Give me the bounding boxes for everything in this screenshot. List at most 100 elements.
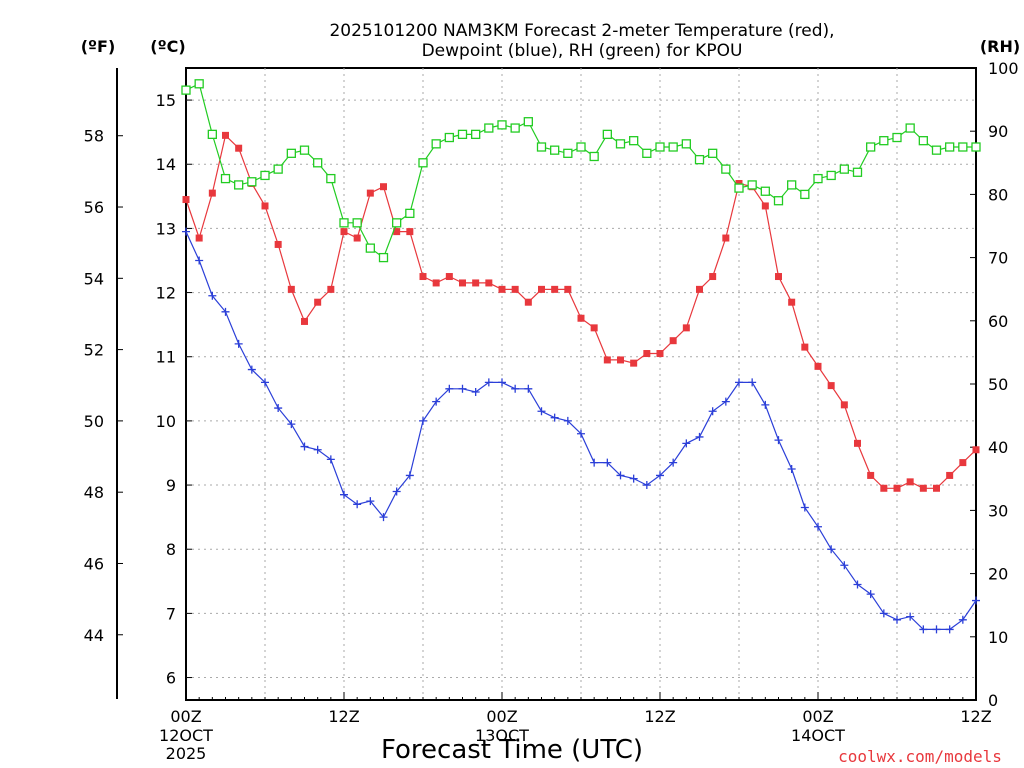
2-meter-temperature-point — [919, 484, 927, 492]
2-meter-temperature-point — [393, 228, 401, 236]
rh-point — [800, 189, 810, 200]
rh-tick-label: 30 — [988, 501, 1008, 520]
x-tick-label: 12Z — [960, 707, 991, 726]
dewpoint-point — [550, 413, 559, 422]
dewpoint-point — [313, 445, 322, 454]
dewpoint-point — [919, 625, 928, 634]
celsius-tick-label: 14 — [156, 155, 176, 174]
rh-point — [194, 79, 204, 89]
rh-point — [365, 243, 375, 253]
rh-point — [681, 139, 691, 149]
rh-point — [629, 136, 639, 146]
2-meter-temperature-point — [235, 144, 243, 152]
chart-title-line1: 2025101200 NAM3KM Forecast 2-meter Tempe… — [329, 21, 834, 41]
dewpoint-point — [392, 487, 401, 496]
dewpoint-point — [484, 378, 493, 387]
dewpoint-point — [563, 416, 572, 425]
dewpoint-point — [774, 436, 783, 445]
x-tick-label: 00Z — [802, 707, 833, 726]
2-meter-temperature-point — [972, 446, 980, 454]
rh-point — [839, 164, 849, 174]
dewpoint-point — [208, 291, 217, 300]
rh-point — [918, 136, 928, 146]
celsius-tick-label: 15 — [156, 91, 176, 110]
2-meter-temperature-point — [538, 285, 545, 293]
rh-point — [497, 120, 507, 130]
2-meter-temperature-point — [946, 471, 954, 479]
rh-point — [734, 183, 744, 193]
2-meter-temperature-point — [327, 285, 335, 293]
2-meter-temperature-point — [603, 356, 611, 364]
rh-point — [615, 139, 626, 149]
2-meter-temperature-point — [696, 285, 703, 293]
dewpoint-point — [445, 384, 454, 393]
2-meter-temperature-point — [195, 234, 203, 242]
dewpoint-point — [498, 378, 506, 387]
dewpoint-point — [195, 256, 204, 265]
2-meter-temperature-point — [419, 273, 427, 281]
2-meter-temperature-point — [314, 298, 322, 306]
fahrenheit-tick-label: 52 — [84, 341, 104, 360]
2-meter-temperature-series — [182, 131, 980, 492]
rh-tick-label: 100 — [988, 59, 1019, 78]
dewpoint-point — [603, 458, 612, 467]
rh-point — [905, 123, 915, 133]
rh-point — [536, 142, 547, 152]
celsius-tick-label: 13 — [156, 219, 176, 238]
dewpoint-point — [748, 378, 757, 387]
x-tick-year: 2025 — [166, 744, 207, 763]
rh-point — [392, 218, 402, 228]
x-tick-label: 00Z — [170, 707, 201, 726]
dewpoint-point — [458, 384, 467, 393]
2-meter-temperature-point — [827, 382, 835, 390]
2-meter-temperature-point — [577, 314, 585, 322]
dewpoint-point — [182, 227, 190, 236]
2-meter-temperature-point — [761, 202, 769, 210]
dewpoint-point — [261, 378, 269, 387]
dewpoint-series — [182, 227, 980, 634]
rh-tick-label: 40 — [988, 438, 1008, 457]
fahrenheit-tick-label: 58 — [84, 127, 104, 146]
dewpoint-point — [419, 416, 427, 425]
dewpoint-point — [590, 458, 599, 467]
dewpoint-point — [682, 439, 691, 448]
plot-frame — [185, 67, 977, 701]
rh-point — [708, 148, 718, 158]
2-meter-temperature-point — [617, 356, 624, 364]
dewpoint-point — [958, 615, 967, 624]
celsius-tick-label: 9 — [166, 476, 176, 495]
celsius-unit-label: (ºC) — [150, 37, 185, 56]
rh-point — [484, 123, 494, 133]
chart-title-line2: Dewpoint (blue), RH (green) for KPOU — [422, 41, 743, 61]
rh-tick-label: 0 — [988, 691, 998, 710]
celsius-tick-label: 10 — [156, 412, 176, 431]
series-layer — [181, 79, 981, 634]
2-meter-temperature-point — [893, 484, 901, 492]
2-meter-temperature-point — [840, 401, 848, 409]
celsius-tick-label: 7 — [166, 604, 176, 623]
rh-point — [892, 132, 902, 143]
rh-point — [760, 186, 770, 196]
rh-point — [852, 167, 863, 177]
2-meter-temperature-point — [406, 228, 414, 236]
dewpoint-point — [708, 407, 717, 416]
dewpoint-point — [287, 420, 296, 429]
2-meter-temperature-point — [551, 285, 559, 293]
rh-point — [286, 148, 296, 158]
dewpoint-point — [669, 458, 678, 467]
rh-point — [813, 173, 823, 184]
rh-point — [339, 218, 349, 228]
rh-point — [313, 158, 323, 168]
rh-series — [181, 79, 981, 263]
2-meter-temperature-point — [380, 183, 387, 191]
2-meter-temperature-point — [485, 279, 493, 287]
credit-text: coolwx.com/models — [838, 747, 1002, 766]
rh-point — [260, 170, 270, 181]
fahrenheit-tick-label: 48 — [84, 483, 104, 502]
2-meter-temperature-point — [959, 459, 967, 467]
2-meter-temperature-point — [182, 196, 190, 204]
dewpoint-point — [972, 596, 980, 605]
rh-point — [550, 145, 560, 155]
rh-point — [563, 148, 573, 158]
rh-point — [299, 145, 310, 155]
